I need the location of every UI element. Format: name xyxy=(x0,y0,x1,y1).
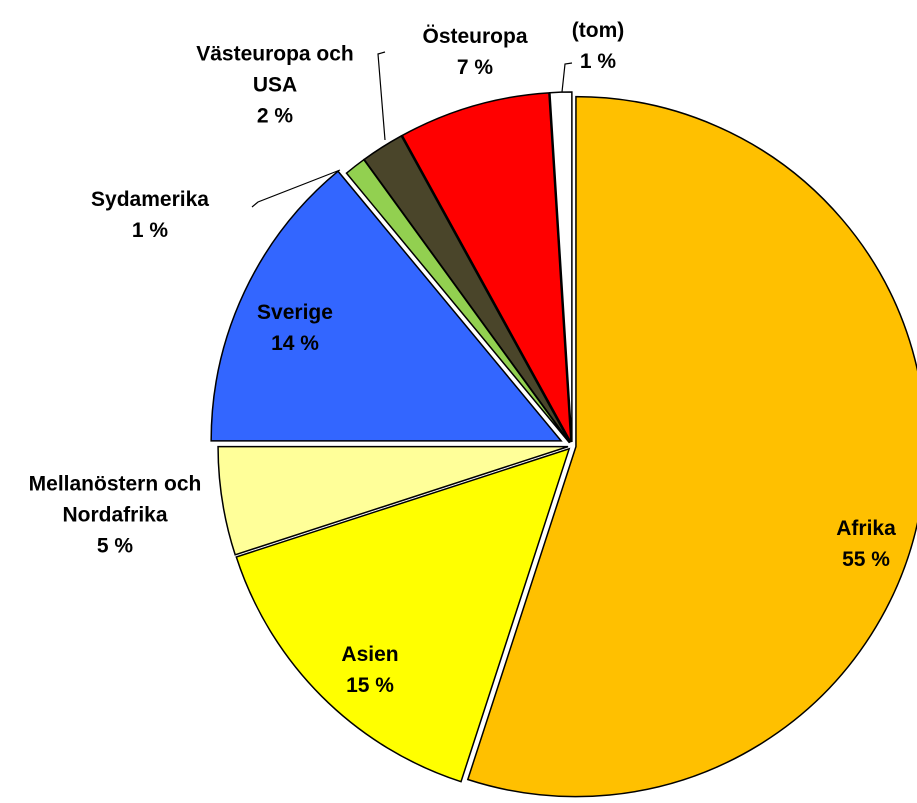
category-label: Östeuropa xyxy=(422,25,528,48)
leader-line xyxy=(251,169,341,208)
pie-slice xyxy=(210,170,563,442)
category-label: Asien xyxy=(341,643,399,666)
value-label: 5 % xyxy=(96,534,134,558)
slice-label: Östeuropa 7 % xyxy=(400,21,550,83)
value-label: 1 % xyxy=(131,219,169,242)
pie-slice xyxy=(401,92,572,443)
category-label: Sydamerika xyxy=(91,188,209,211)
slice-label: Sverige 14 % xyxy=(235,297,355,359)
pie-slice xyxy=(466,95,917,798)
pie-slice xyxy=(235,447,571,783)
pie-slice xyxy=(363,134,571,444)
value-label: 15 % xyxy=(346,674,394,697)
value-label: 7 % xyxy=(456,56,494,79)
category-label: Mellanöstern och Nordafrika xyxy=(28,472,202,527)
pie-slice xyxy=(549,91,573,443)
leader-line xyxy=(377,51,386,141)
category-label: Västeuropa och USA xyxy=(196,42,354,97)
category-label: Sverige xyxy=(257,301,333,324)
category-label: (tom) xyxy=(571,19,625,42)
slice-label: Västeuropa och USA 2 % xyxy=(175,39,375,132)
slice-label: (tom) 1 % xyxy=(558,15,638,77)
slice-label: Mellanöstern och Nordafrika 5 % xyxy=(10,469,220,562)
value-label: 2 % xyxy=(256,104,294,128)
slice-label: Sydamerika 1 % xyxy=(75,184,225,246)
value-label: 1 % xyxy=(579,50,617,73)
category-label: Afrika xyxy=(836,517,896,540)
leader-line xyxy=(561,62,573,93)
value-label: 55 % xyxy=(842,548,890,571)
slice-label: Afrika 55 % xyxy=(806,513,917,575)
value-label: 14 % xyxy=(271,332,319,355)
pie-slice xyxy=(217,445,569,556)
slice-label: Asien 15 % xyxy=(320,639,420,701)
